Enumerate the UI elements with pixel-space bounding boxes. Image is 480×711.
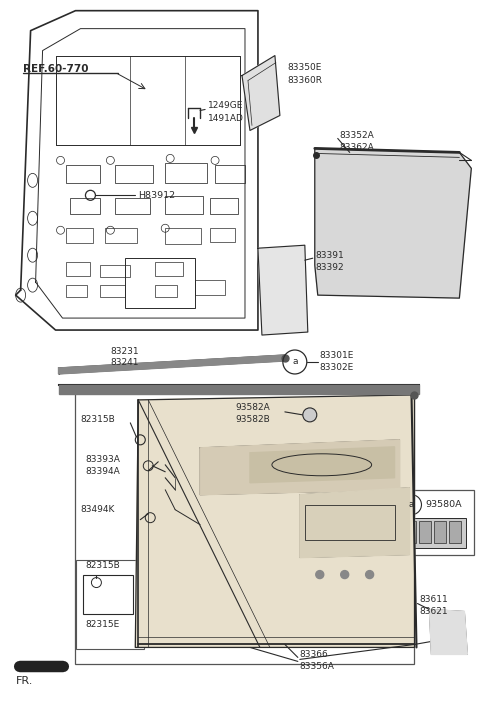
Text: 93580A: 93580A — [425, 501, 462, 509]
Bar — [106, 228, 137, 243]
Polygon shape — [59, 355, 285, 374]
Text: H83912: H83912 — [138, 191, 175, 200]
Bar — [195, 280, 225, 295]
Circle shape — [366, 571, 373, 579]
Bar — [155, 262, 183, 276]
Bar — [215, 166, 245, 183]
Bar — [84, 574, 133, 614]
Bar — [125, 258, 195, 308]
Bar — [65, 166, 100, 183]
Polygon shape — [242, 55, 280, 130]
Polygon shape — [19, 661, 62, 671]
Bar — [115, 198, 150, 214]
Bar — [210, 198, 238, 214]
Bar — [65, 285, 87, 297]
Text: 1491AD: 1491AD — [208, 114, 244, 123]
Text: 83301E: 83301E — [320, 351, 354, 360]
Bar — [449, 520, 461, 542]
Bar — [71, 198, 100, 214]
Text: 83362A: 83362A — [340, 143, 374, 152]
Bar — [395, 490, 474, 555]
Bar — [265, 268, 300, 313]
Text: FR.: FR. — [16, 676, 33, 686]
Bar — [270, 278, 295, 306]
Polygon shape — [250, 447, 395, 483]
Polygon shape — [315, 149, 471, 298]
Circle shape — [341, 571, 348, 579]
Text: 82315E: 82315E — [85, 620, 120, 629]
Text: 83350E: 83350E — [288, 63, 322, 72]
Bar — [165, 196, 203, 214]
Text: 83241: 83241 — [110, 358, 139, 368]
Polygon shape — [59, 385, 420, 394]
Text: 83392: 83392 — [316, 262, 345, 272]
Bar — [155, 285, 177, 297]
Bar — [434, 520, 446, 542]
Bar — [65, 228, 94, 243]
Bar — [420, 520, 432, 542]
Polygon shape — [200, 440, 399, 495]
Bar — [210, 228, 235, 242]
Bar — [402, 518, 467, 547]
Text: REF.60-770: REF.60-770 — [23, 63, 88, 73]
Polygon shape — [135, 395, 415, 648]
Text: 83391: 83391 — [316, 251, 345, 260]
Text: 83352A: 83352A — [340, 131, 374, 140]
Bar — [65, 262, 90, 276]
Text: 93582A: 93582A — [235, 403, 270, 412]
Bar — [165, 164, 207, 183]
Circle shape — [316, 571, 324, 579]
Polygon shape — [430, 609, 468, 654]
Text: a: a — [292, 358, 298, 366]
Polygon shape — [258, 245, 308, 335]
Text: 83394A: 83394A — [85, 467, 120, 476]
Text: 83366: 83366 — [300, 650, 329, 659]
Bar — [76, 560, 144, 649]
Text: 82315B: 82315B — [85, 561, 120, 570]
Text: 83231: 83231 — [110, 346, 139, 356]
Bar — [115, 166, 153, 183]
Bar — [405, 520, 417, 542]
Polygon shape — [300, 488, 409, 557]
Text: 83621: 83621 — [420, 607, 448, 616]
Bar — [434, 617, 461, 648]
Bar — [165, 228, 201, 244]
Text: 83356A: 83356A — [300, 662, 335, 671]
Bar — [75, 385, 415, 664]
Text: 83360R: 83360R — [288, 76, 323, 85]
Bar — [100, 265, 130, 277]
Text: 93582B: 93582B — [235, 415, 270, 424]
Text: 83302E: 83302E — [320, 363, 354, 373]
Text: 83611: 83611 — [420, 595, 448, 604]
Bar — [305, 505, 395, 540]
Circle shape — [303, 408, 317, 422]
Bar — [100, 285, 125, 297]
Text: 1249GE: 1249GE — [208, 101, 243, 110]
Text: a: a — [409, 501, 414, 509]
Text: 83494K: 83494K — [81, 506, 115, 514]
Text: 82315B: 82315B — [81, 415, 115, 424]
Text: 83393A: 83393A — [85, 455, 120, 464]
